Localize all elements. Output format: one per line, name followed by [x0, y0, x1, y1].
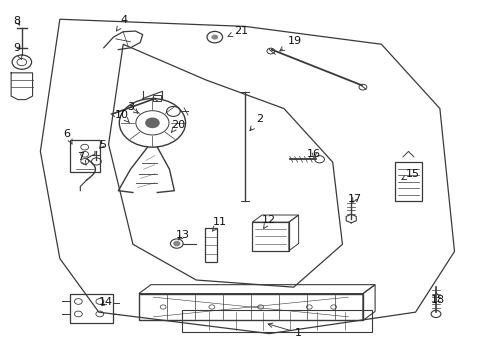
Bar: [70, 140, 100, 172]
Text: 17: 17: [347, 194, 362, 203]
Text: 7: 7: [77, 152, 86, 165]
Text: 15: 15: [402, 168, 420, 180]
Text: 5: 5: [99, 140, 106, 150]
Bar: [252, 222, 289, 251]
Text: 13: 13: [175, 230, 190, 240]
Text: 20: 20: [171, 120, 185, 132]
Text: 1: 1: [268, 323, 302, 338]
Bar: [153, 95, 161, 102]
Text: 18: 18: [430, 292, 444, 305]
Text: 9: 9: [13, 43, 22, 59]
Bar: [139, 294, 363, 320]
Circle shape: [174, 242, 180, 246]
Text: 14: 14: [99, 297, 113, 307]
Bar: [205, 228, 217, 262]
Text: 16: 16: [307, 149, 321, 159]
Text: 21: 21: [228, 26, 248, 37]
Circle shape: [211, 35, 218, 40]
Text: 19: 19: [280, 36, 302, 51]
Text: 6: 6: [64, 129, 72, 144]
Text: 4: 4: [117, 15, 128, 31]
Text: 12: 12: [262, 215, 276, 229]
Circle shape: [145, 117, 160, 128]
Text: 3: 3: [127, 102, 138, 113]
Bar: [395, 162, 422, 202]
Text: 8: 8: [13, 16, 21, 26]
Bar: [182, 310, 372, 332]
Bar: [70, 294, 114, 323]
Text: 11: 11: [213, 217, 227, 231]
Text: 2: 2: [250, 114, 263, 131]
Text: 10: 10: [115, 110, 129, 123]
